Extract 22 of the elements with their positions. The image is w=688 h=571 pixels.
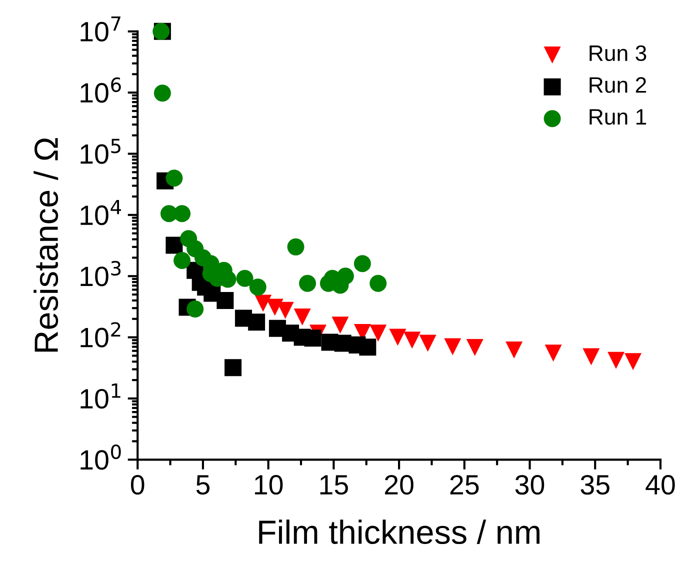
- x-tick-label: 10: [254, 474, 283, 495]
- legend-label: Run 1: [590, 109, 646, 125]
- y-tick-label: 10$^{0}$: [80, 444, 121, 470]
- y-axis-title: Resistance / Ω: [34, 138, 58, 352]
- x-tick-label: 25: [450, 474, 479, 495]
- x-tick-label: 0: [130, 474, 144, 495]
- x-tick-label: 30: [515, 474, 544, 495]
- x-tick-label: 40: [646, 474, 675, 495]
- y-tick-label: 10$^{7}$: [80, 16, 120, 42]
- legend-label: Run 2: [590, 77, 646, 93]
- x-tick-label: 5: [196, 475, 210, 495]
- x-tick-label: 35: [580, 474, 610, 495]
- y-tick-label: 10$^{4}$: [80, 200, 122, 226]
- y-tick-label: 10$^{1}$: [80, 384, 120, 409]
- y-tick-label: 10$^{5}$: [80, 138, 120, 164]
- y-tick-label: 10$^{6}$: [80, 77, 121, 103]
- y-tick-label: 10$^{3}$: [80, 260, 121, 286]
- legend-label: Run 3: [590, 45, 646, 62]
- y-tick-label: 10$^{2}$: [80, 322, 120, 348]
- x-tick-label: 20: [384, 474, 414, 495]
- x-axis-title: Film thickness / nm: [259, 520, 540, 544]
- x-tick-label: 15: [320, 475, 348, 495]
